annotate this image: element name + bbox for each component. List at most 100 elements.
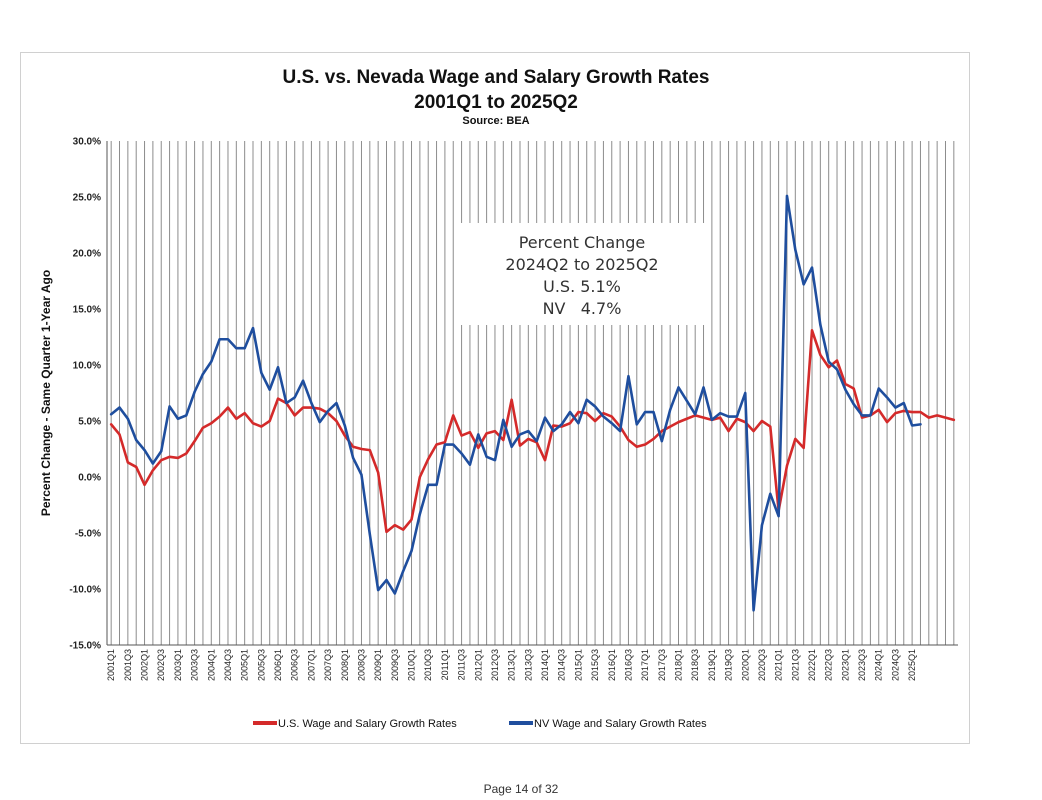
- data-point: [177, 417, 179, 420]
- data-point: [394, 524, 396, 526]
- x-tick-label: 2016Q1: [607, 649, 617, 681]
- data-point: [902, 402, 905, 404]
- annotation-box: [456, 223, 708, 325]
- x-tick-label: 2008Q3: [357, 649, 367, 681]
- data-point: [252, 327, 254, 329]
- x-tick-label: 2003Q1: [173, 649, 183, 681]
- us-line: [109, 328, 956, 534]
- data-point: [794, 248, 797, 251]
- data-point: [661, 430, 663, 432]
- data-point: [861, 416, 863, 419]
- data-point: [769, 493, 772, 495]
- data-point: [444, 443, 446, 446]
- data-point: [494, 430, 496, 432]
- data-point: [510, 445, 513, 448]
- data-point: [502, 439, 505, 441]
- y-tick-label: 30.0%: [73, 137, 101, 148]
- data-point: [352, 457, 354, 459]
- x-tick-label: 2015Q1: [573, 649, 583, 681]
- data-point: [827, 366, 830, 369]
- data-point: [902, 410, 905, 412]
- data-point: [118, 433, 121, 436]
- data-point: [844, 383, 847, 385]
- x-tick-label: 2020Q1: [740, 649, 750, 681]
- data-point: [410, 550, 413, 552]
- x-tick-label: 2017Q1: [640, 649, 650, 681]
- data-point: [811, 266, 813, 269]
- x-tick-label: 2024Q1: [874, 649, 884, 681]
- data-point: [610, 422, 613, 425]
- data-point: [894, 412, 897, 414]
- data-point: [369, 449, 371, 451]
- legend-label-us: U.S. Wage and Salary Growth Rates: [278, 718, 457, 730]
- x-tick-label: 2019Q3: [724, 649, 734, 681]
- data-point: [836, 359, 838, 362]
- nv-line: [109, 194, 922, 612]
- data-point: [602, 412, 605, 414]
- data-point: [811, 329, 813, 332]
- x-tick-label: 2011Q3: [457, 649, 467, 680]
- data-point: [352, 445, 354, 448]
- data-point: [652, 438, 655, 440]
- data-point: [285, 402, 288, 404]
- y-tick-label: -10.0%: [69, 585, 101, 596]
- chart-frame: U.S. vs. Nevada Wage and Salary Growth R…: [20, 52, 970, 744]
- data-point: [235, 417, 238, 420]
- data-point: [702, 416, 705, 419]
- data-point: [736, 415, 738, 418]
- data-point: [711, 419, 713, 421]
- y-tick-label: 15.0%: [73, 305, 101, 316]
- data-point: [635, 445, 638, 448]
- data-point: [752, 609, 755, 612]
- data-point: [919, 411, 922, 413]
- data-point: [110, 413, 112, 416]
- data-point: [661, 440, 663, 442]
- data-point: [435, 484, 438, 486]
- data-point: [369, 533, 371, 535]
- data-point: [477, 447, 480, 449]
- legend-label-nv: NV Wage and Salary Growth Rates: [534, 718, 707, 730]
- data-point: [677, 386, 680, 389]
- axes: [106, 141, 958, 646]
- chart-source: Source: BEA: [462, 115, 529, 127]
- x-tick-label: 2012Q1: [473, 649, 483, 681]
- x-tick-label: 2020Q3: [757, 649, 767, 681]
- data-point: [919, 423, 922, 426]
- data-point: [302, 379, 304, 382]
- data-point: [343, 424, 346, 427]
- x-tick-label: 2013Q3: [523, 649, 533, 681]
- data-point: [318, 407, 321, 410]
- data-point: [218, 415, 221, 418]
- data-point: [335, 402, 338, 404]
- x-tick-label: 2003Q3: [190, 649, 200, 681]
- x-tick-label: 2025Q1: [907, 649, 917, 681]
- data-point: [335, 420, 338, 422]
- data-point: [485, 432, 488, 435]
- data-point: [327, 410, 329, 412]
- data-point: [769, 425, 772, 428]
- data-point: [644, 443, 646, 446]
- data-point: [552, 430, 555, 432]
- x-tick-label: 2004Q1: [206, 649, 216, 681]
- data-point: [243, 347, 246, 350]
- page-number: Page 14 of 32: [483, 782, 559, 796]
- data-point: [535, 440, 538, 442]
- data-point: [227, 338, 229, 341]
- data-point: [135, 439, 137, 441]
- data-point: [152, 462, 154, 465]
- data-point: [619, 430, 621, 432]
- data-point: [143, 449, 146, 451]
- data-point: [127, 417, 129, 420]
- y-tick-label: 25.0%: [73, 193, 101, 204]
- y-tick-labels: -15.0% -10.0% -5.0% 0.0% 5.0% 10.0% 15.0% 20.0%…: [69, 137, 101, 652]
- data-point: [686, 400, 688, 402]
- data-point: [160, 450, 163, 453]
- x-tick-label: 2015Q3: [590, 649, 600, 681]
- x-tick-label: 2023Q3: [857, 649, 867, 681]
- data-point: [786, 465, 788, 467]
- data-point: [152, 469, 154, 472]
- data-point: [268, 420, 271, 422]
- data-point: [460, 434, 463, 437]
- data-point: [777, 515, 780, 517]
- data-point: [268, 388, 271, 391]
